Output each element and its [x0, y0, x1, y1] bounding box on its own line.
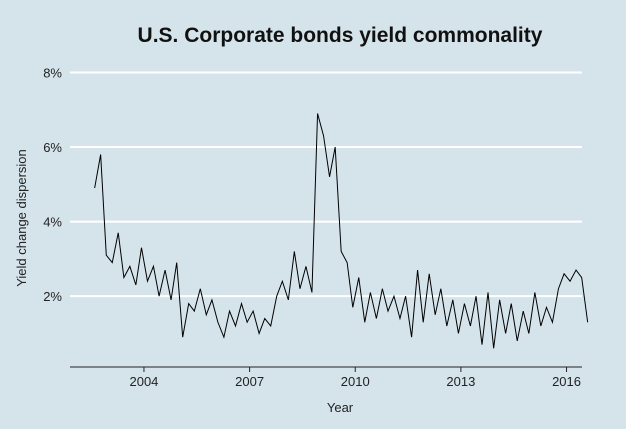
x-tick-label: 2004 [129, 374, 158, 389]
x-tick-label: 2013 [446, 374, 475, 389]
y-tick-label: 8% [43, 65, 62, 80]
x-axis-label: Year [327, 400, 354, 415]
x-tick-label: 2010 [341, 374, 370, 389]
data-line [94, 113, 589, 349]
y-tick-label: 4% [43, 215, 62, 230]
y-tick-label: 2% [43, 289, 62, 304]
y-axis-label: Yield change dispersion [14, 149, 29, 287]
x-tick-label: 2016 [552, 374, 581, 389]
chart-title: U.S. Corporate bonds yield commonality [138, 24, 543, 47]
y-tick-label: 6% [43, 140, 62, 155]
x-tick-label: 2007 [235, 374, 264, 389]
